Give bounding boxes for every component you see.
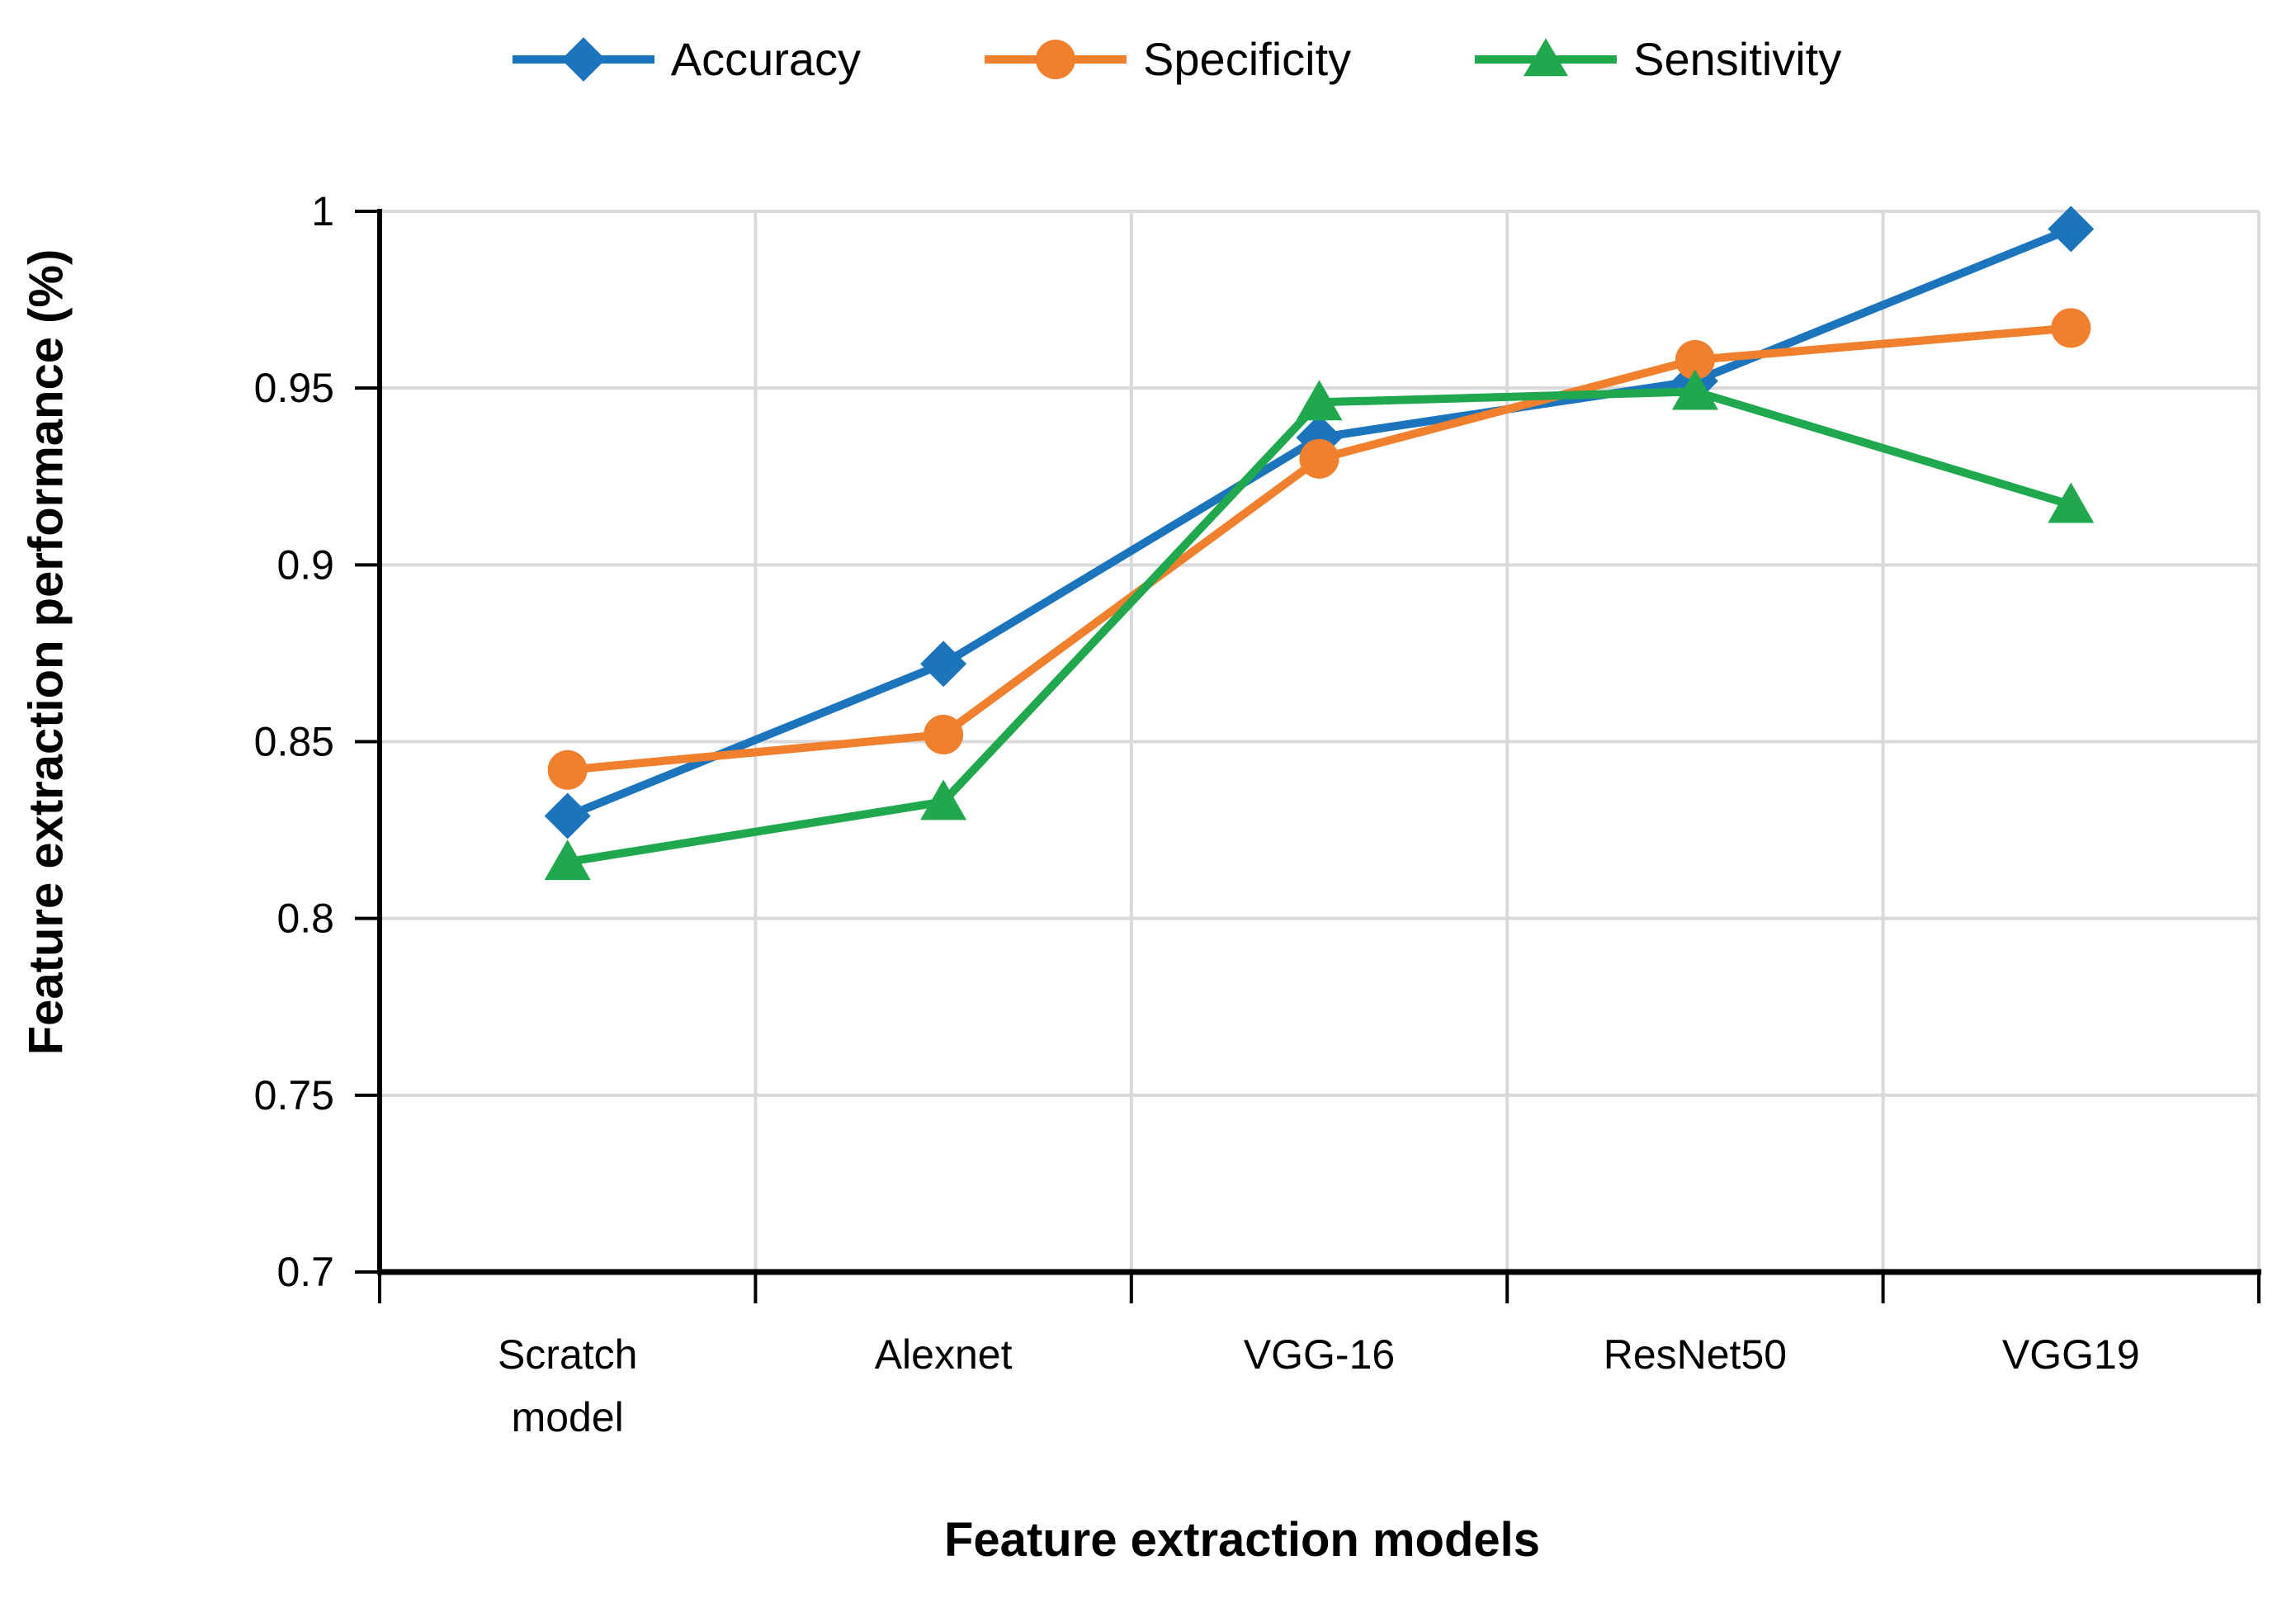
legend-item-sensitivity: Sensitivity (1475, 36, 1841, 83)
x-category-label: ResNet50 (1604, 1331, 1787, 1378)
x-category-label: Scratch model (498, 1331, 638, 1440)
x-axis-title: Feature extraction models (944, 1513, 1540, 1567)
marker-sensitivity (920, 779, 967, 820)
marker-specificity (2051, 308, 2091, 348)
y-axis-title: Feature extraction performance (%) (19, 248, 73, 1056)
marker-sensitivity (1671, 369, 1718, 410)
legend-line (512, 37, 654, 82)
x-category-label: VGG-16 (1244, 1331, 1395, 1378)
marker-accuracy (2048, 206, 2095, 253)
y-tick-label: 1 (311, 188, 334, 234)
y-tick-label: 0.8 (276, 896, 334, 942)
chart-legend: Accuracy Specificity Sensitivity (0, 36, 2296, 83)
legend-label: Accuracy (670, 33, 862, 85)
y-tick-label: 0.9 (276, 541, 334, 588)
marker-accuracy (544, 792, 591, 839)
x-category-label: Alexnet (875, 1331, 1013, 1378)
marker-specificity (1675, 339, 1715, 380)
legend-line (1475, 38, 1618, 77)
legend-label: Specificity (1143, 33, 1352, 85)
marker-specificity (1299, 438, 1339, 479)
marker-sensitivity (1296, 380, 1343, 421)
y-tick-label: 0.75 (254, 1072, 334, 1118)
marker-accuracy (920, 641, 967, 688)
legend-line (985, 40, 1127, 79)
circle-icon (1036, 40, 1076, 79)
marker-specificity (547, 749, 588, 790)
marker-specificity (924, 714, 964, 754)
y-tick-label: 0.95 (254, 365, 334, 411)
marker-sensitivity (544, 839, 591, 881)
series-line-accuracy (565, 225, 2073, 820)
marker-sensitivity (2048, 482, 2095, 523)
diamond-icon (560, 37, 606, 82)
legend-label: Sensitivity (1633, 33, 1842, 85)
x-category-label: VGG19 (2002, 1331, 2140, 1378)
legend-item-specificity: Specificity (985, 36, 1351, 83)
legend-item-accuracy: Accuracy (512, 33, 862, 85)
triangle-icon (1524, 38, 1569, 77)
y-tick-label: 0.85 (254, 719, 334, 765)
y-tick-label: 0.7 (276, 1249, 334, 1295)
